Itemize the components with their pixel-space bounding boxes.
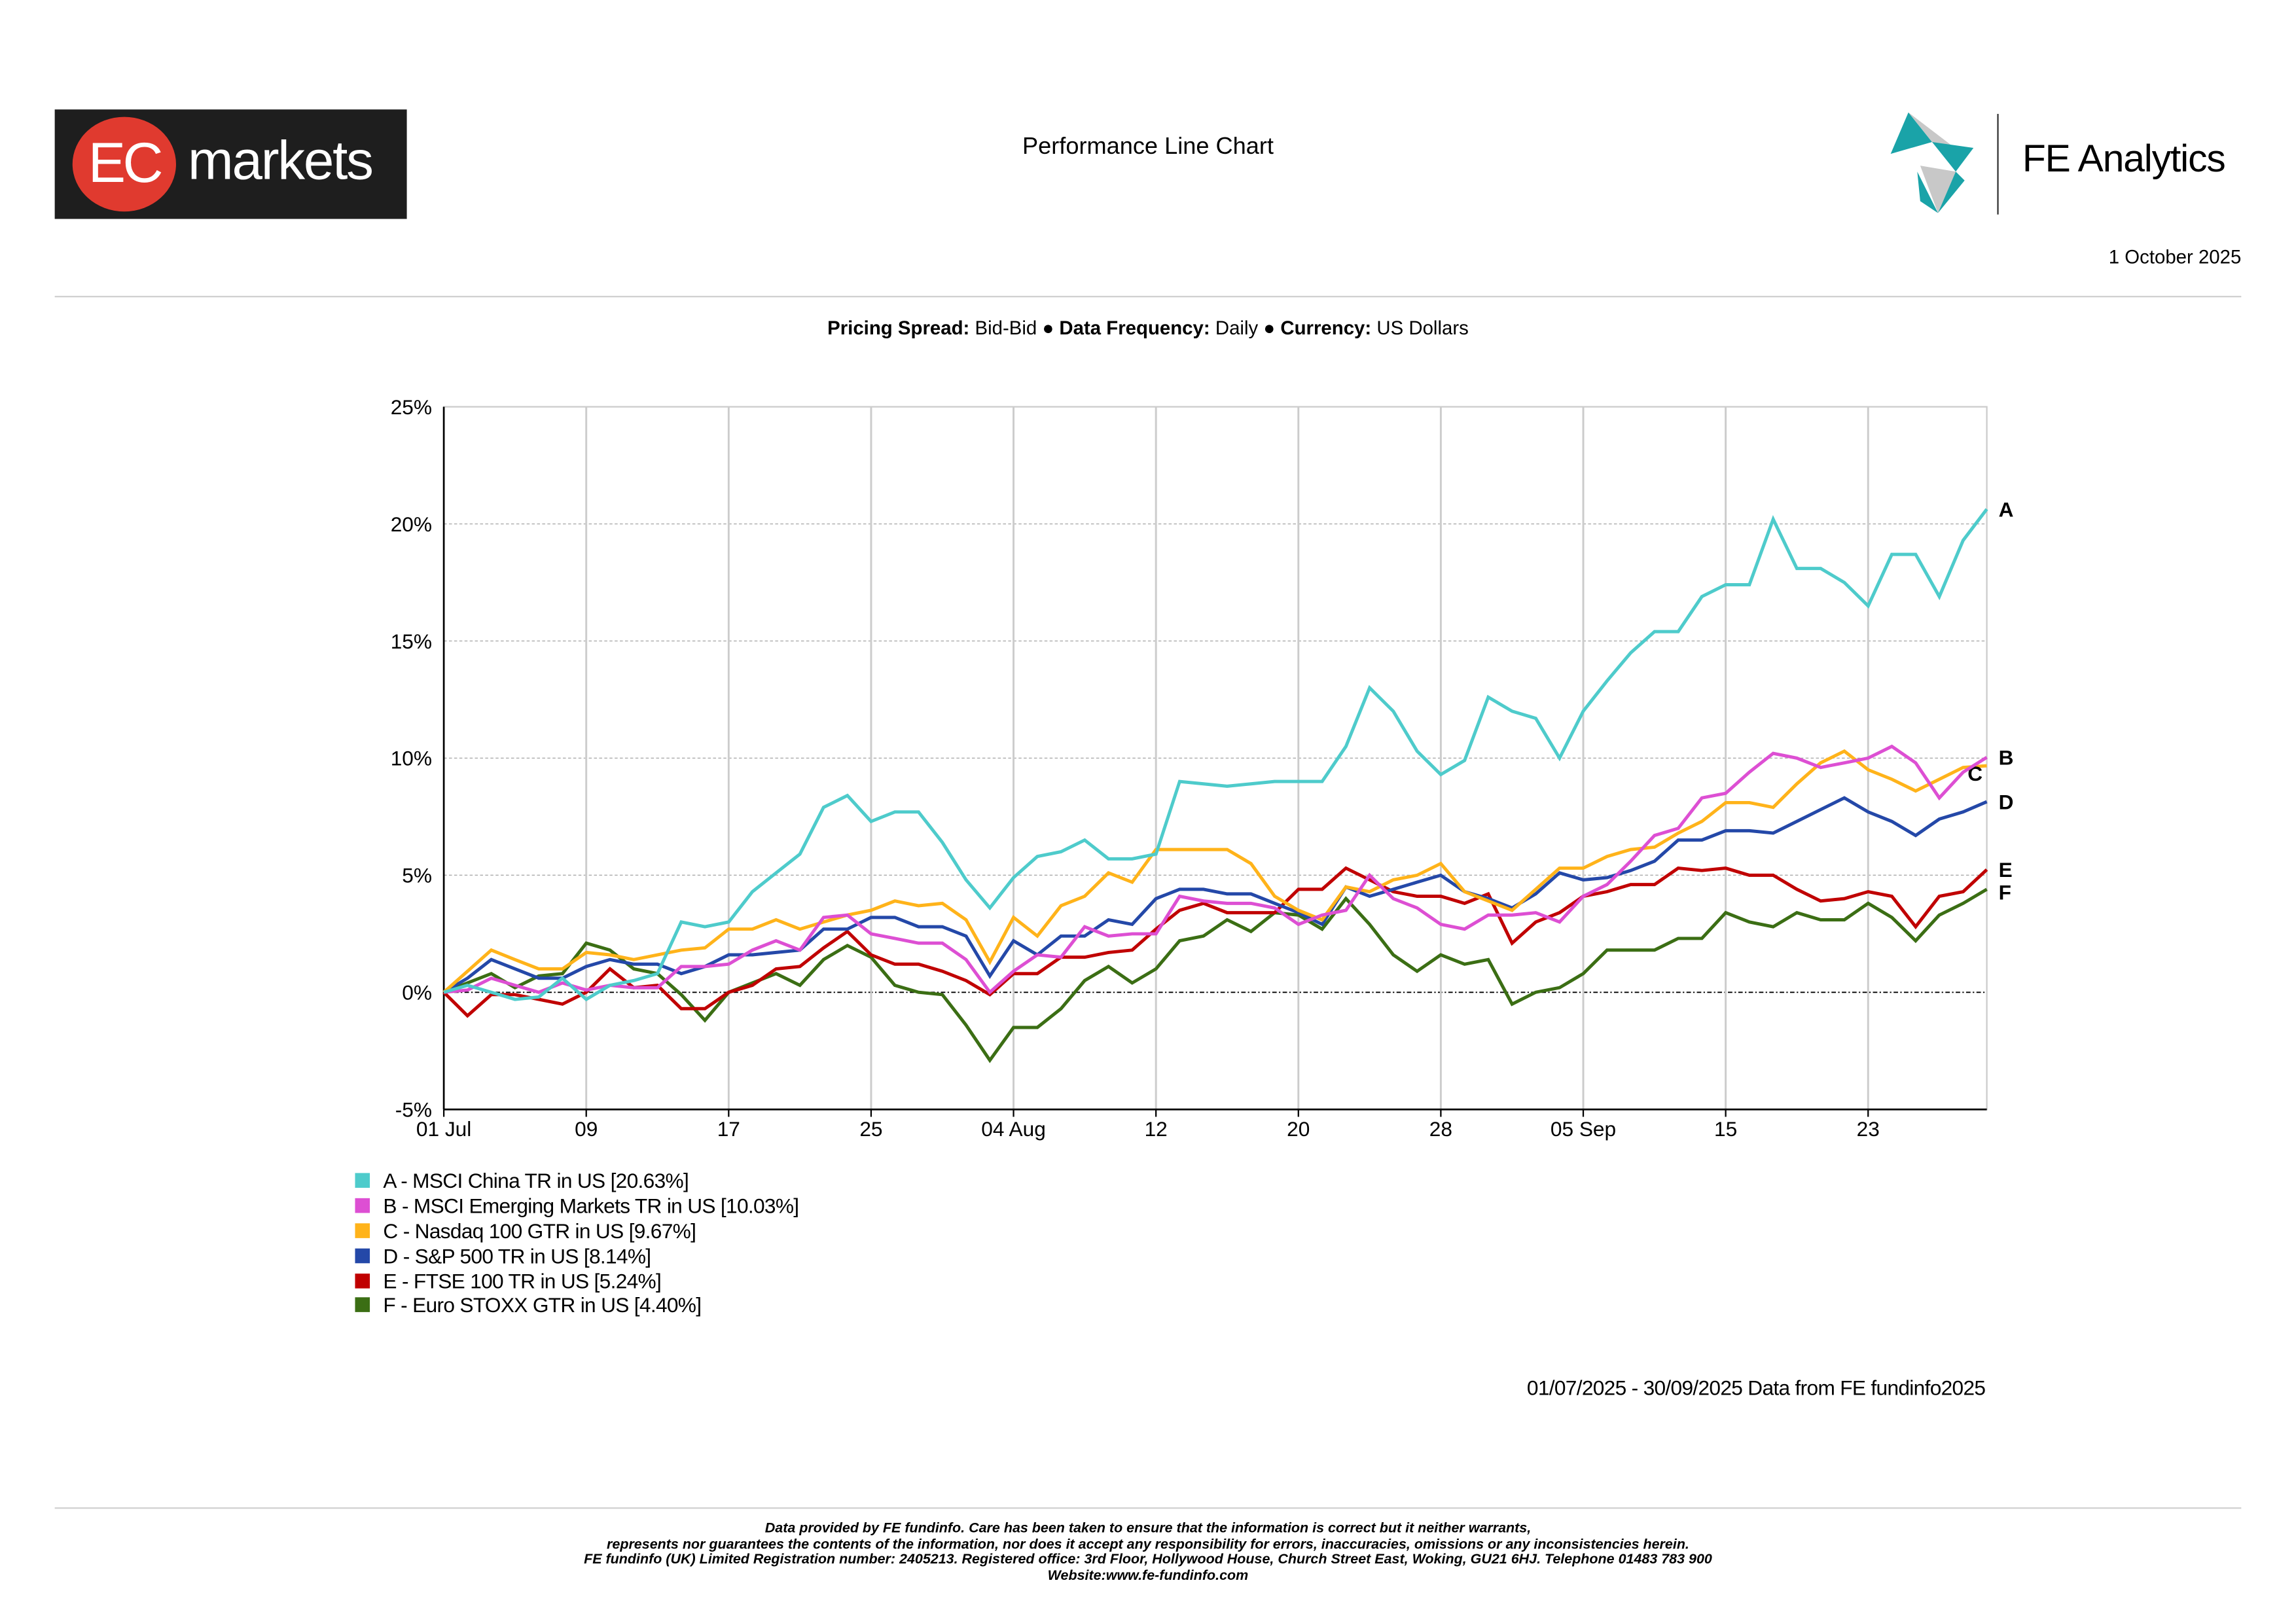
y-tick-label: 25% [391, 395, 432, 419]
y-tick-label: -5% [395, 1098, 432, 1122]
legend-item: E - FTSE 100 TR in US [5.24%] [355, 1268, 798, 1293]
series-line-c [442, 749, 1987, 994]
x-tick-label: 25 [859, 1117, 882, 1141]
legend-label: D - S&P 500 TR in US [8.14%] [383, 1243, 651, 1268]
spread-label: Pricing Spread: [827, 316, 970, 339]
x-tick-label: 20 [1287, 1117, 1310, 1141]
disclaimer-line: represents nor guarantees the contents o… [607, 1536, 1689, 1553]
fe-analytics-logo-icon [1890, 112, 1974, 213]
ec-markets-logo: EC markets [54, 109, 407, 219]
legend-label: B - MSCI Emerging Markets TR in US [10.0… [383, 1194, 799, 1218]
series-end-label: D [1999, 790, 2014, 813]
footer-divider [54, 1507, 2242, 1509]
series-line-e [442, 866, 1988, 1018]
series-end-label: F [1999, 881, 2011, 904]
disclaimer-line: Website:www.fe-fundinfo.com [1047, 1567, 1249, 1584]
legend-label: A - MSCI China TR in US [20.63%] [383, 1169, 689, 1193]
logo-divider [1997, 114, 1999, 215]
legend-label: F - Euro STOXX GTR in US [4.40%] [383, 1293, 702, 1317]
x-tick-label: 23 [1857, 1117, 1880, 1141]
series-end-label: E [1999, 858, 2013, 882]
y-tick-label: 20% [391, 512, 432, 536]
legend-swatch [355, 1223, 370, 1238]
separator: ● [1042, 316, 1054, 339]
y-tick-label: 10% [391, 747, 432, 770]
performance-line-chart: -5% 0% 5% 10% 15% 20% 25% 01 Jul 09 17 25 04 Aug 12 2… [391, 395, 2014, 1141]
report-title: Performance Line Chart [1022, 134, 1274, 160]
legend-swatch [355, 1198, 370, 1213]
legend-swatch [355, 1173, 370, 1188]
y-tick-label: 15% [391, 630, 432, 653]
series-end-label: A [1999, 497, 2014, 521]
ec-logo-circle: EC [72, 116, 176, 212]
x-tick-label: 15 [1714, 1117, 1737, 1141]
chart-settings: Pricing Spread: Bid-Bid ● Data Frequency… [0, 317, 2296, 339]
legend-item: A - MSCI China TR in US [20.63%] [355, 1169, 798, 1194]
legend-item: D - S&P 500 TR in US [8.14%] [355, 1243, 798, 1268]
series-line-f [443, 887, 1988, 1063]
header-divider [54, 296, 2242, 298]
x-tick-label: 28 [1429, 1117, 1452, 1141]
frequency-label: Data Frequency: [1059, 316, 1210, 339]
currency-label: Currency: [1280, 316, 1372, 339]
ec-logo-word: markets [188, 130, 374, 191]
separator: ● [1263, 316, 1276, 339]
series-line-b [443, 744, 1988, 995]
disclaimer: Data provided by FE fundinfo. Care has b… [0, 1522, 2296, 1584]
legend-item: B - MSCI Emerging Markets TR in US [10.0… [355, 1194, 799, 1219]
legend-swatch [355, 1248, 370, 1263]
x-tick-label: 12 [1145, 1117, 1168, 1141]
legend-swatch [355, 1298, 370, 1313]
fe-analytics-name: FE Analytics [2022, 135, 2226, 181]
series-end-label: B [1999, 746, 2014, 770]
legend-label: C - Nasdaq 100 GTR in US [9.67%] [383, 1219, 696, 1243]
spread-value: Bid-Bid [975, 316, 1037, 339]
disclaimer-line: FE fundinfo (UK) Limited Registration nu… [584, 1552, 1712, 1568]
series-line-a [443, 508, 1988, 1002]
frequency-value: Daily [1215, 316, 1259, 339]
x-tick-label: 01 Jul [416, 1117, 471, 1141]
date-range-source: 01/07/2025 - 30/09/2025 Data from FE fun… [1526, 1376, 1986, 1400]
legend-swatch [355, 1273, 370, 1288]
x-tick-label: 09 [575, 1117, 598, 1141]
x-tick-label: 04 Aug [981, 1117, 1046, 1141]
x-tick-label: 17 [717, 1117, 740, 1141]
legend-item: C - Nasdaq 100 GTR in US [9.67%] [355, 1219, 798, 1243]
y-tick-label: 5% [402, 864, 432, 887]
x-tick-label: 05 Sep [1551, 1117, 1616, 1141]
currency-value: US Dollars [1376, 316, 1469, 339]
y-tick-label: 0% [402, 981, 432, 1005]
legend-item: F - Euro STOXX GTR in US [4.40%] [355, 1293, 798, 1317]
disclaimer-line: Data provided by FE fundinfo. Care has b… [764, 1520, 1532, 1537]
report-date: 1 October 2025 [2108, 245, 2242, 268]
series-line-d [442, 796, 1988, 994]
chart-legend: A - MSCI China TR in US [20.63%] B - MSCI… [355, 1169, 799, 1318]
legend-label: E - FTSE 100 TR in US [5.24%] [383, 1268, 662, 1293]
